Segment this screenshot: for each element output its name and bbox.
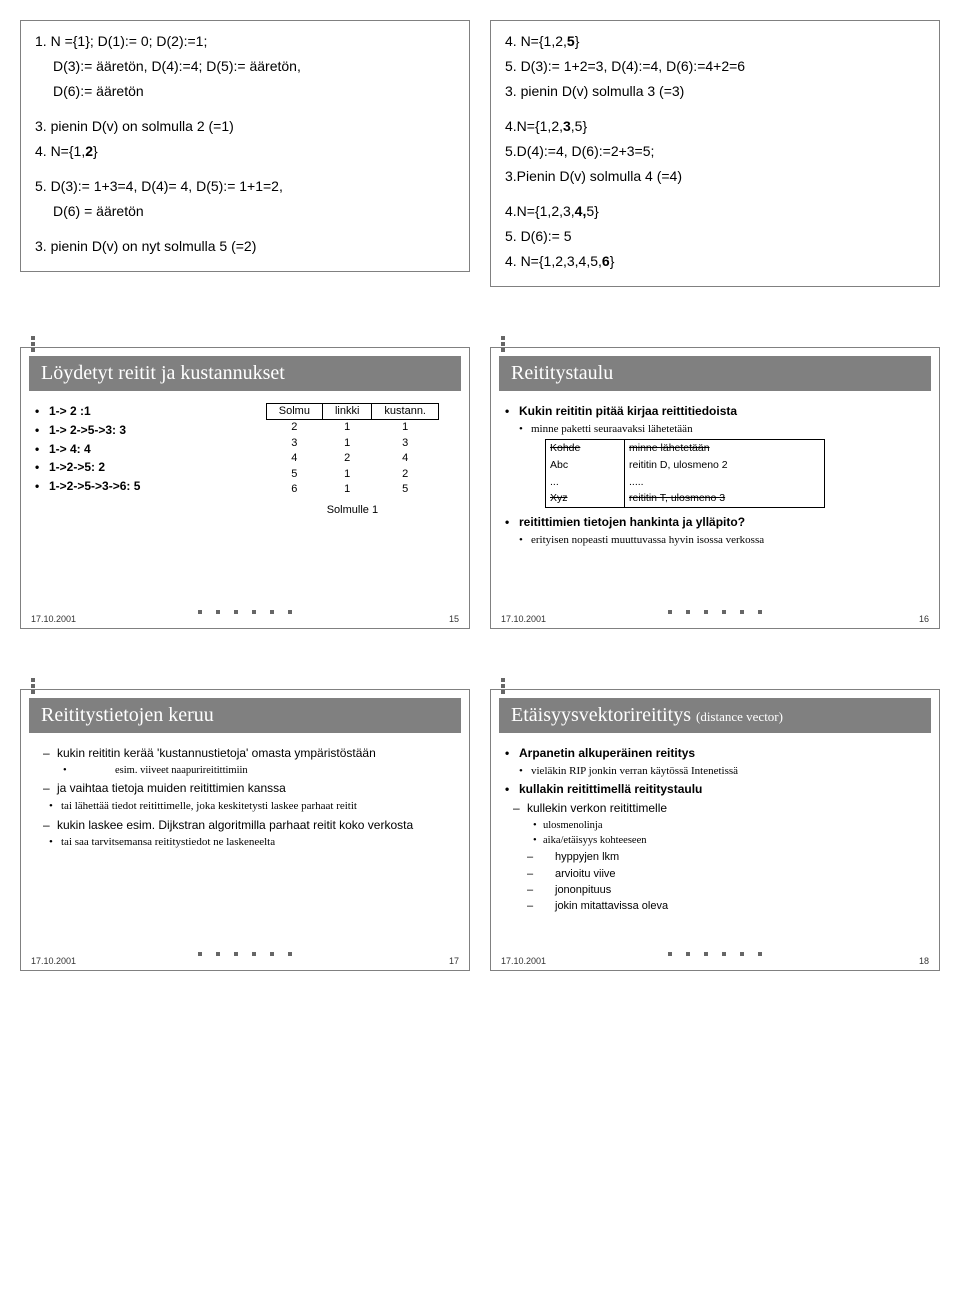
panel-slide-18: Etäisyysvektorireititys (distance vector…: [490, 689, 940, 971]
slide-title: Etäisyysvektorireititys (distance vector…: [499, 698, 931, 733]
p1-l8: 3. pienin D(v) on nyt solmulla 5 (=2): [35, 236, 455, 257]
b1: Arpanetin alkuperäinen reititys: [505, 745, 925, 762]
p1-l2: D(3):= ääretön, D(4):=4; D(5):= ääretön,: [35, 56, 455, 77]
th-c2: minne lähetetään: [625, 440, 825, 457]
p2-l1: 4. N={1,2,5}: [505, 31, 925, 52]
sd1: hyppyjen lkm: [505, 850, 925, 865]
ss2: aika/etäisyys kohteeseen: [505, 834, 925, 849]
d1: kullekin verkon reitittimelle: [505, 800, 925, 817]
slide-18: Etäisyysvektorireititys (distance vector…: [490, 689, 940, 971]
p2-l6: 3.Pienin D(v) solmulla 4 (=4): [505, 166, 925, 187]
corner-dots: [31, 678, 35, 694]
kohde-table: Kohde minne lähetetään Abc reititin D, u…: [545, 439, 825, 508]
p2-l2: 5. D(3):= 1+2=3, D(4):=4, D(6):=4+2=6: [505, 56, 925, 77]
s2: tai lähettää tiedot reitittimelle, joka …: [35, 799, 455, 814]
page-grid: 1. N ={1}; D(1):= 0; D(2):=1; D(3):= äär…: [0, 0, 960, 991]
p1-l5: 4. N={1,2}: [35, 141, 455, 162]
s3: tai saa tarvitsemansa reititystiedot ne …: [35, 835, 455, 850]
footer-dots: [198, 610, 292, 614]
p2-l9: 4. N={1,2,3,4,5,6}: [505, 251, 925, 272]
p1-l4: 3. pienin D(v) on solmulla 2 (=1): [35, 116, 455, 137]
th-c1: Solmu: [266, 404, 322, 420]
slide-16: Reititystaulu Kukin reititin pitää kirja…: [490, 347, 940, 629]
slide-body: Kukin reititin pitää kirjaa reittitiedoi…: [491, 395, 939, 612]
d3: kukin laskee esim. Dijkstran algoritmill…: [35, 817, 455, 834]
footer-date: 17.10.2001: [31, 956, 76, 966]
textbox-2: 4. N={1,2,5} 5. D(3):= 1+2=3, D(4):=4, D…: [490, 20, 940, 287]
corner-dots: [501, 678, 505, 694]
slide-footer: 17.10.2001 17: [21, 954, 469, 970]
footer-dots: [668, 952, 762, 956]
slide-17: Reititystietojen keruu kukin reititin ke…: [20, 689, 470, 971]
th-c1: Kohde: [545, 440, 625, 457]
table: Solmu linkki kustann. 211 313 424 512 61…: [266, 403, 439, 497]
p2-l8: 5. D(6):= 5: [505, 226, 925, 247]
footer-dots: [668, 610, 762, 614]
slide-footer: 17.10.2001 15: [21, 612, 469, 628]
s1: esim. viiveet naapurireitittimiin: [35, 764, 455, 779]
corner-dots: [31, 336, 35, 352]
d1: kukin reititin kerää 'kustannustietoja' …: [35, 745, 455, 762]
s2: erityisen nopeasti muuttuvassa hyvin iso…: [505, 533, 925, 548]
slide-title: Reititystaulu: [499, 356, 931, 391]
panel-top-right: 4. N={1,2,5} 5. D(3):= 1+2=3, D(4):=4, D…: [490, 20, 940, 287]
p2-l7: 4.N={1,2,3,4,5}: [505, 201, 925, 222]
footer-date: 17.10.2001: [31, 614, 76, 624]
slide-title: Reititystietojen keruu: [29, 698, 461, 733]
s1: minne paketti seuraavaksi lähetetään: [505, 422, 925, 437]
panel-slide-16: Reititystaulu Kukin reititin pitää kirja…: [490, 347, 940, 629]
panel-top-left: 1. N ={1}; D(1):= 0; D(2):=1; D(3):= äär…: [20, 20, 470, 287]
th-c2: linkki: [322, 404, 371, 420]
table-caption: Solmulle 1: [266, 503, 439, 518]
th-c3: kustann.: [372, 404, 439, 420]
b2: kullakin reitittimellä reititystaulu: [505, 781, 925, 798]
mini-table: Solmu linkki kustann. 211 313 424 512 61…: [266, 403, 439, 519]
sd2: arvioitu viive: [505, 867, 925, 882]
p1-l3: D(6):= ääretön: [35, 81, 455, 102]
footer-date: 17.10.2001: [501, 956, 546, 966]
slide-body: 1-> 2 :1 1-> 2->5->3: 3 1-> 4: 4 1->2->5…: [21, 395, 469, 612]
footer-dots: [198, 952, 292, 956]
p1-l6: 5. D(3):= 1+3=4, D(4)= 4, D(5):= 1+1=2,: [35, 176, 455, 197]
slide-footer: 17.10.2001 18: [491, 954, 939, 970]
p1-l7: D(6) = ääretön: [35, 201, 455, 222]
p2-l5: 5.D(4):=4, D(6):=2+3=5;: [505, 141, 925, 162]
panel-slide-15: Löydetyt reitit ja kustannukset 1-> 2 :1…: [20, 347, 470, 629]
footer-num: 17: [449, 956, 459, 966]
p1-l1: 1. N ={1}; D(1):= 0; D(2):=1;: [35, 31, 455, 52]
d2: ja vaihtaa tietoja muiden reitittimien k…: [35, 780, 455, 797]
footer-date: 17.10.2001: [501, 614, 546, 624]
sd4: jokin mitattavissa oleva: [505, 899, 925, 914]
ss1: ulosmenolinja: [505, 819, 925, 834]
textbox-1: 1. N ={1}; D(1):= 0; D(2):=1; D(3):= äär…: [20, 20, 470, 272]
slide-15: Löydetyt reitit ja kustannukset 1-> 2 :1…: [20, 347, 470, 629]
p2-l4: 4.N={1,2,3,5}: [505, 116, 925, 137]
b1: Kukin reititin pitää kirjaa reittitiedoi…: [505, 403, 925, 420]
slide-title: Löydetyt reitit ja kustannukset: [29, 356, 461, 391]
footer-num: 16: [919, 614, 929, 624]
panel-slide-17: Reititystietojen keruu kukin reititin ke…: [20, 689, 470, 971]
sd3: jononpituus: [505, 883, 925, 898]
slide-footer: 17.10.2001 16: [491, 612, 939, 628]
footer-num: 15: [449, 614, 459, 624]
footer-num: 18: [919, 956, 929, 966]
corner-dots: [501, 336, 505, 352]
s1: vieläkin RIP jonkin verran käytössä Inte…: [505, 764, 925, 779]
p2-l3: 3. pienin D(v) solmulla 3 (=3): [505, 81, 925, 102]
slide-body: kukin reititin kerää 'kustannustietoja' …: [21, 737, 469, 954]
b2: reitittimien tietojen hankinta ja ylläpi…: [505, 514, 925, 531]
slide-body: Arpanetin alkuperäinen reititys vieläkin…: [491, 737, 939, 954]
